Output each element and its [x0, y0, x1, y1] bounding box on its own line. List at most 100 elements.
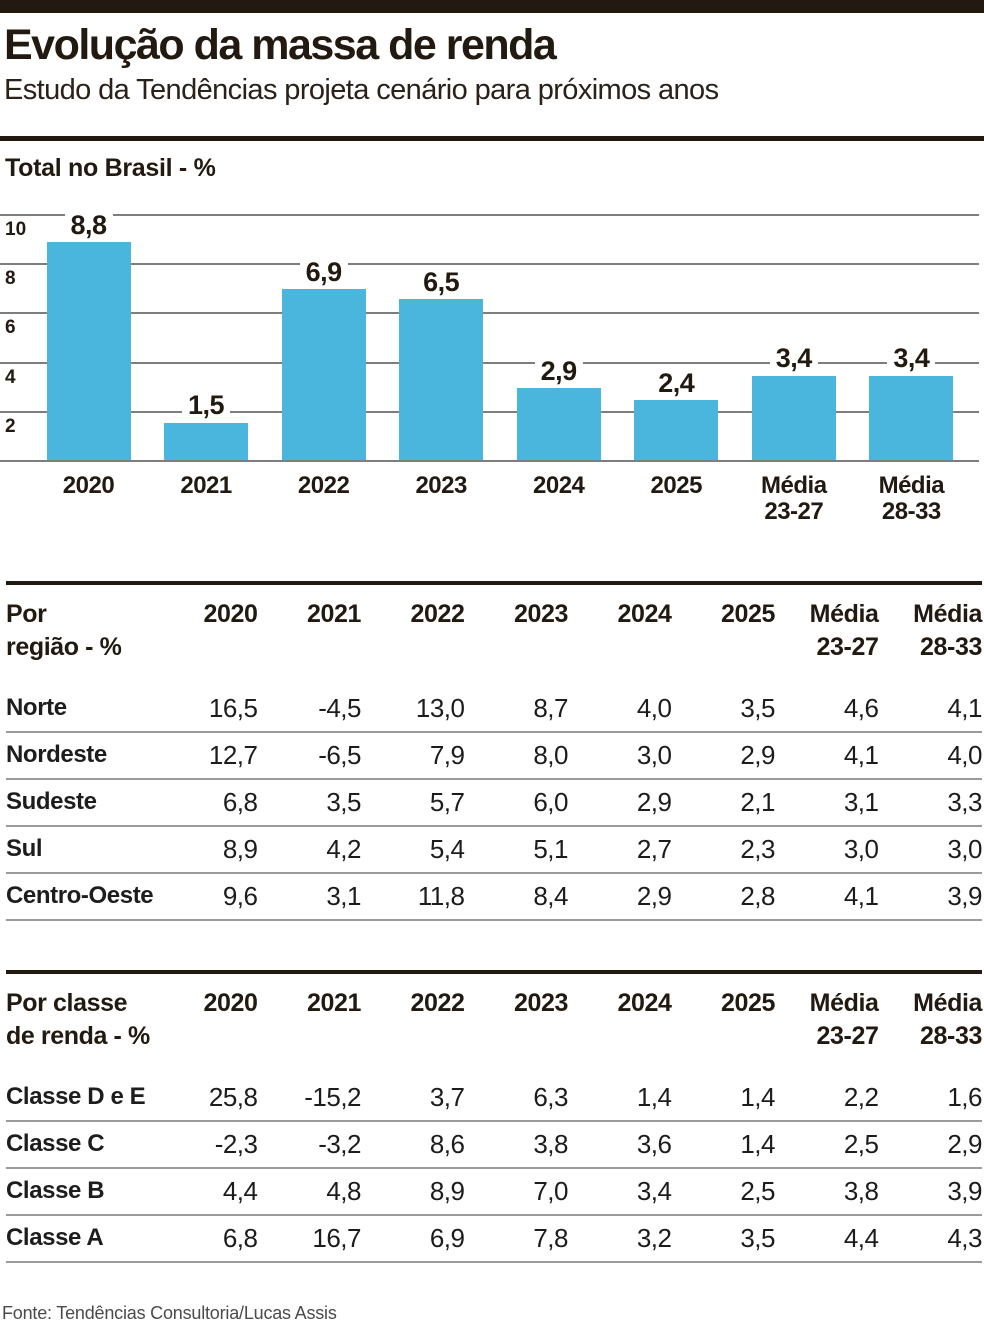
data-cell: -15,2	[304, 1081, 361, 1112]
data-cell: 4,1	[843, 739, 879, 770]
data-cell: 3,5	[326, 786, 361, 817]
data-cell: 4,3	[947, 1222, 982, 1253]
data-cell: 4,8	[326, 1175, 361, 1206]
data-cell: 7,8	[533, 1222, 568, 1253]
x-axis-category-label: 2025	[650, 471, 703, 499]
data-cell: 1,4	[740, 1128, 775, 1159]
row-label: Classe B	[6, 1177, 105, 1205]
data-cell: 1,4	[740, 1081, 775, 1112]
data-cell: 5,7	[429, 786, 465, 817]
data-cell: 4,4	[222, 1175, 258, 1206]
bar-2025	[634, 400, 719, 460]
data-cell: 2,2	[843, 1081, 879, 1112]
row-label: Norte	[6, 694, 67, 722]
section-divider-rule	[0, 135, 984, 141]
bar-value-label: 2,4	[652, 369, 701, 397]
bar-value-label: 3,4	[887, 344, 936, 373]
source-credit: Fonte: Tendências Consultoria/Lucas Assi…	[2, 1302, 337, 1323]
row-label: Nordeste	[6, 741, 107, 769]
data-cell: 6,8	[222, 1222, 258, 1253]
data-cell: 8,9	[429, 1175, 465, 1206]
data-cell: 2,5	[740, 1175, 775, 1206]
data-cell: 2,5	[843, 1128, 879, 1159]
x-axis-category-label: Média 28-33	[878, 471, 945, 525]
data-cell: -6,5	[318, 739, 361, 770]
column-header: Média 28-33	[913, 988, 982, 1050]
data-cell: 11,8	[417, 880, 465, 911]
data-cell: 2,9	[947, 1128, 982, 1159]
table-title: Por classe de renda - %	[6, 988, 150, 1050]
data-cell: 3,0	[947, 833, 982, 864]
data-cell: 3,8	[843, 1175, 879, 1206]
x-axis-category-label: 2024	[532, 471, 585, 499]
data-cell: 1,6	[947, 1081, 982, 1112]
bar-2024	[516, 387, 601, 460]
total-brasil-bar-chart: 10 8 6 4 2 8,8 2020 1,5 2021 6,9 2022 6,5 2023 2,9 202…	[0, 211, 984, 532]
y-axis-tick-label: 4	[5, 366, 16, 388]
data-cell: 2,8	[740, 880, 775, 911]
x-axis-baseline	[0, 459, 979, 462]
data-cell: -2,3	[214, 1128, 258, 1159]
data-cell: 2,9	[636, 880, 672, 911]
data-cell: 8,9	[222, 833, 258, 864]
table-header-row: Por classe de renda - % 2020 2021 2022 2023 2…	[6, 972, 982, 1075]
column-header: 2020	[203, 988, 258, 1017]
x-axis-category-label: 2022	[297, 471, 350, 499]
row-label: Sul	[6, 835, 43, 863]
income-class-table: Por classe de renda - % 2020 2021 2022 2023 2…	[6, 969, 982, 1263]
data-cell: 8,4	[533, 880, 568, 911]
top-black-bar	[0, 0, 984, 13]
x-axis-category-label: 2023	[415, 471, 467, 499]
data-cell: 4,1	[947, 692, 982, 723]
gridline	[0, 213, 979, 216]
column-header: 2021	[306, 988, 361, 1017]
gridline	[0, 263, 979, 265]
bar-value-label: 3,4	[769, 344, 818, 373]
data-cell: 13,0	[415, 692, 465, 723]
data-cell: 6,8	[222, 786, 258, 817]
data-cell: 8,7	[533, 692, 568, 723]
table-row: Centro-Oeste 9,6 3,1 11,8 8,4 2,9 2,8 4,1 3,9	[6, 873, 982, 920]
data-cell: 7,0	[533, 1175, 568, 1206]
data-cell: 3,9	[947, 1175, 982, 1206]
data-cell: -3,2	[318, 1128, 361, 1159]
column-header: 2022	[410, 988, 465, 1017]
data-cell: 16,7	[312, 1222, 361, 1253]
table-row: Sudeste 6,8 3,5 5,7 6,0 2,9 2,1 3,1 3,3	[6, 779, 982, 826]
data-cell: 4,0	[636, 692, 672, 723]
data-cell: 12,7	[208, 739, 258, 770]
row-label: Sudeste	[6, 788, 97, 816]
data-cell: 3,5	[740, 1222, 775, 1253]
bar-2021	[164, 422, 249, 460]
column-header: 2023	[513, 988, 568, 1017]
table-header-row: Por região - % 2020 2021 2022 2023 2024 2025 Mé…	[6, 583, 982, 686]
data-cell: 2,1	[740, 786, 775, 817]
data-cell: 1,4	[636, 1081, 672, 1112]
data-cell: 6,9	[429, 1222, 465, 1253]
data-cell: 3,0	[843, 833, 879, 864]
data-cell: 8,6	[429, 1128, 465, 1159]
data-cell: 2,9	[740, 739, 775, 770]
data-cell: 3,7	[429, 1081, 465, 1112]
y-axis-tick-label: 8	[5, 268, 16, 289]
data-cell: -4,5	[318, 692, 361, 723]
data-cell: 5,1	[533, 833, 568, 864]
bar-2023	[399, 299, 484, 460]
data-cell: 3,1	[843, 786, 879, 817]
table-row: Classe D e E 25,8 -15,2 3,7 6,3 1,4 1,4 2,2 1,6	[6, 1075, 982, 1121]
x-axis-category-label: Média 23-27	[761, 471, 827, 525]
data-cell: 2,3	[740, 833, 775, 864]
column-header: 2022	[410, 599, 465, 628]
data-cell: 2,9	[636, 786, 672, 817]
data-cell: 3,1	[326, 880, 361, 911]
bar-Média-23-27	[751, 375, 836, 460]
bar-value-label: 6,5	[417, 267, 466, 296]
table-row: Nordeste 12,7 -6,5 7,9 8,0 3,0 2,9 4,1 4,0	[6, 732, 982, 779]
page-title: Evolução da massa de renda	[4, 21, 557, 69]
table-row: Classe B 4,4 4,8 8,9 7,0 3,4 2,5 3,8 3,9	[6, 1168, 982, 1215]
data-cell: 2,7	[636, 833, 672, 864]
column-header: Média 23-27	[809, 599, 879, 661]
data-cell: 9,6	[222, 880, 258, 911]
column-header: Média 28-33	[913, 599, 982, 661]
